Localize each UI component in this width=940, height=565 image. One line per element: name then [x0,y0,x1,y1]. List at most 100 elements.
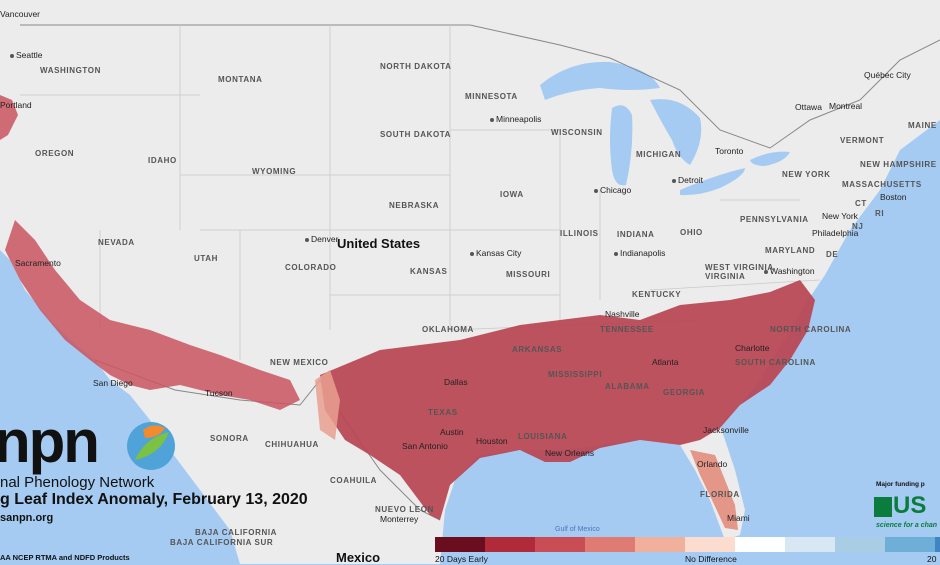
city-label: Philadelphia [812,228,859,238]
city-label: Detroit [672,175,703,185]
region-label: FLORIDA [700,490,740,499]
region-label: SONORA [210,434,249,443]
legend-swatch [685,537,735,552]
region-label: COAHUILA [330,476,378,485]
region-label: BAJA CALIFORNIA [195,528,278,537]
city-label: Chicago [594,185,631,195]
city-label: Montreal [829,101,863,111]
region-label: MARYLAND [765,246,816,255]
legend-labels: 20 Days Early No Difference 20 [435,554,940,564]
city-label: Toronto [715,146,744,156]
region-label: INDIANA [617,230,655,239]
npn-leaf-logo-icon [127,422,175,470]
region-label: NEVADA [98,238,135,247]
anomaly-southeast [320,280,815,520]
region-label: WEST VIRGINIA [705,263,774,272]
region-label: ARKANSAS [512,345,563,354]
website-link[interactable]: sanpn.org [0,512,54,524]
region-label: LOUISIANA [518,432,568,441]
city-label: Ottawa [795,102,822,112]
region-label: MINNESOTA [465,92,518,101]
funding-label: Major funding p [876,481,925,488]
region-label: IDAHO [148,156,177,165]
city-label: Houston [476,436,508,446]
city-label: Orlando [697,459,728,469]
canada-border [20,24,940,149]
region-label: COLORADO [285,263,337,272]
country-label-us: United States [337,236,421,251]
region-label: RI [875,209,885,218]
lake-ontario [750,151,790,166]
city-label: Kansas City [470,248,521,258]
region-label: MAINE [908,121,937,130]
region-label: NEW MEXICO [270,358,329,367]
region-label: OREGON [35,149,75,158]
region-label: WYOMING [252,167,297,176]
region-label: SOUTH DAKOTA [380,130,452,139]
region-label: PENNSYLVANIA [740,215,809,224]
city-label: Minneapolis [490,114,541,124]
city-label: Jacksonville [703,425,749,435]
anomaly-nw-coast [0,95,18,140]
region-label: NUEVO LEON [375,505,434,514]
org-name: nal Phenology Network [0,474,155,491]
region-label: BAJA CALIFORNIA SUR [170,538,274,547]
city-label: Atlanta [652,357,679,367]
region-label: NJ [852,222,864,231]
city-label: Nashville [605,309,640,319]
legend-swatch [885,537,935,552]
region-label: NEW YORK [782,170,831,179]
region-label: CT [855,199,867,208]
legend-swatch [535,537,585,552]
region-label: CHIHUAHUA [265,440,319,449]
region-label: VIRGINIA [705,272,746,281]
region-label: NEBRASKA [389,201,440,210]
region-label: KENTUCKY [632,290,682,299]
water-label: Gulf of Mexico [555,526,600,533]
region-label: NORTH CAROLINA [770,325,852,334]
region-label: ALABAMA [605,382,650,391]
usgs-logo: US [874,492,926,520]
region-label: GEORGIA [663,388,705,397]
lake-huron [650,99,702,165]
anomaly-southwest [5,220,300,410]
city-label: Seattle [10,50,42,60]
region-label: UTAH [194,254,219,263]
region-label: VERMONT [840,136,885,145]
legend-swatch [735,537,785,552]
region-label: OKLAHOMA [422,325,474,334]
region-label: WASHINGTON [40,66,101,75]
region-label: TENNESSEE [600,325,654,334]
city-label: Monterrey [380,514,419,524]
city-label: Charlotte [735,343,770,353]
country-label-mexico: Mexico [336,550,381,565]
region-label: DE [826,250,839,259]
legend-swatch [785,537,835,552]
city-label: Washington [764,266,815,276]
region-label: TEXAS [428,408,458,417]
legend-color-bar [435,537,940,552]
legend-label-no-difference: No Difference [685,554,737,564]
state-lines [20,25,821,360]
city-label: Miami [727,513,750,523]
city-label: Québec City [864,70,911,80]
region-label: MISSISSIPPI [548,370,603,379]
region-label: SOUTH CAROLINA [735,358,816,367]
region-label: KANSAS [410,267,448,276]
region-label: WISCONSIN [551,128,603,137]
city-label: Vancouver [0,9,41,19]
region-label: MICHIGAN [636,150,682,159]
npn-logo-text: npn [0,408,100,475]
region-label: MASSACHUSETTS [842,180,922,189]
city-label: New York [822,211,858,221]
region-label: ILLINOIS [560,229,599,238]
region-label: NORTH DAKOTA [380,62,452,71]
lake-erie [680,168,745,196]
legend-swatch [435,537,485,552]
city-label: Portland [0,100,32,110]
city-label: Tucson [205,388,233,398]
city-label: San Antonio [402,441,448,451]
city-label: Sacramento [15,258,61,268]
legend-swatch [585,537,635,552]
